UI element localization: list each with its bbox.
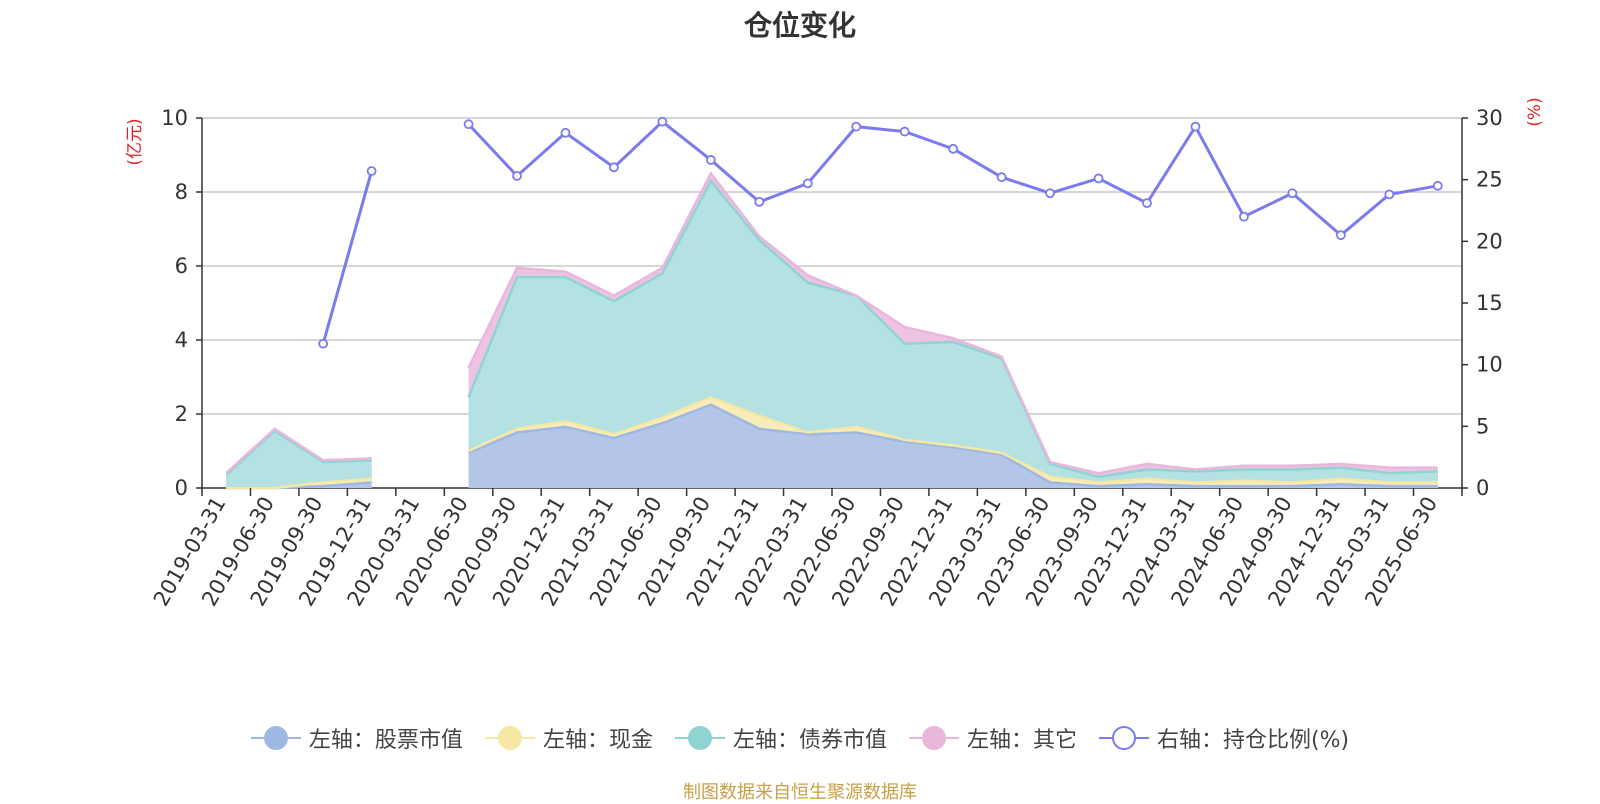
stacked-areas	[225, 171, 1438, 490]
legend-label: 左轴：股票市值	[308, 728, 463, 753]
ratio-point	[1239, 211, 1249, 222]
y-right-tick-label: 20	[1476, 229, 1503, 253]
ratio-point	[1093, 173, 1104, 184]
ratio-point	[463, 119, 474, 130]
ratio-point	[1142, 198, 1152, 209]
ratio-point	[996, 172, 1007, 183]
legend-label: 右轴：持仓比例(%)	[1156, 728, 1350, 753]
ratio-point	[1045, 188, 1055, 199]
ratio-point	[1335, 230, 1346, 241]
y-right-tick-label: 25	[1476, 168, 1503, 192]
area-edge-stock	[468, 403, 1438, 488]
filled-circle-icon	[908, 726, 959, 750]
y-right-tick-label: 0	[1476, 476, 1489, 500]
y-left-tick-label: 4	[175, 328, 188, 352]
legend-item-cash[interactable]: 左轴：现金	[484, 722, 653, 754]
legend-item-stock[interactable]: 左轴：股票市值	[250, 722, 463, 754]
ratio-point	[948, 143, 959, 154]
area-edge-other	[467, 171, 1438, 475]
ratio-line	[318, 116, 1443, 349]
ratio-point	[512, 171, 522, 181]
ratio-point	[657, 116, 668, 127]
chart-legend: 左轴：股票市值 左轴：现金 左轴：债券市值 左轴：其它 右轴：持仓比例(%)	[0, 722, 1600, 754]
ratio-point	[318, 338, 329, 349]
ratio-point	[1384, 189, 1395, 200]
ratio-point	[705, 155, 716, 165]
chart-title: 仓位变化	[743, 9, 856, 42]
ratio-point	[754, 196, 765, 207]
area-stock	[468, 404, 1438, 488]
area-edge-cash	[468, 396, 1438, 484]
y-left-tick-label: 6	[175, 254, 188, 278]
legend-item-ratio[interactable]: 右轴：持仓比例(%)	[1098, 722, 1350, 754]
y-left-tick-label: 8	[175, 180, 188, 204]
ratio-point	[560, 127, 571, 138]
y-left-tick-label: 2	[175, 402, 188, 426]
ratio-point	[851, 121, 862, 132]
filled-circle-icon	[484, 726, 535, 750]
area-edge-bond	[225, 429, 372, 476]
ratio-point	[366, 166, 377, 176]
filled-circle-icon	[250, 726, 301, 750]
legend-label: 左轴：债券市值	[732, 728, 887, 753]
legend-item-other[interactable]: 左轴：其它	[908, 722, 1077, 754]
y-right-tick-label: 30	[1476, 106, 1503, 130]
ratio-point	[1190, 121, 1201, 132]
filled-circle-icon	[674, 726, 725, 750]
ratio-point	[1432, 180, 1443, 191]
legend-item-bond[interactable]: 左轴：债券市值	[674, 722, 887, 754]
area-edge-other	[225, 427, 372, 475]
y-right-tick-label: 10	[1476, 353, 1503, 377]
legend-label: 左轴：现金	[542, 728, 653, 753]
y-left-tick-label: 10	[161, 106, 188, 130]
area-stock	[226, 482, 372, 488]
hollow-circle-icon	[1098, 726, 1149, 750]
ratio-point	[1287, 188, 1298, 199]
ratio-point	[609, 162, 619, 173]
area-bond	[226, 430, 372, 488]
y-left-axis-label: (亿元)	[125, 118, 145, 165]
source-note: 制图数据来自恒生聚源数据库	[683, 782, 917, 803]
ratio-point	[899, 126, 910, 137]
y-right-axis-label: (%)	[1525, 97, 1545, 126]
legend-label: 左轴：其它	[966, 728, 1077, 753]
area-edge-bond	[467, 178, 1438, 479]
y-right-tick-label: 5	[1476, 414, 1489, 438]
y-right-tick-label: 15	[1476, 291, 1503, 315]
ratio-point	[802, 178, 813, 189]
y-left-tick-label: 0	[175, 476, 188, 500]
